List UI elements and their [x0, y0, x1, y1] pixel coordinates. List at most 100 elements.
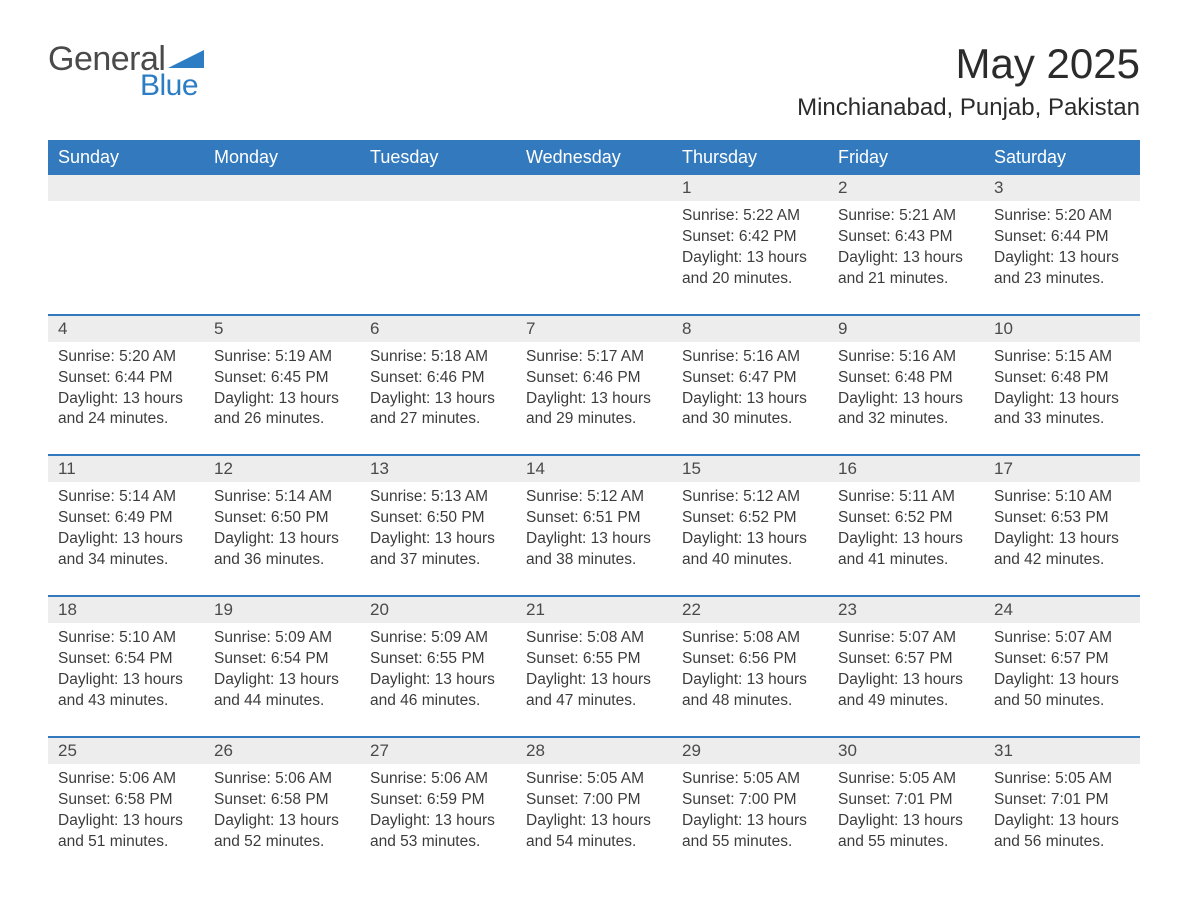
calendar-day-cell: 14Sunrise: 5:12 AMSunset: 6:51 PMDayligh…	[516, 455, 672, 596]
day-details: Sunrise: 5:06 AMSunset: 6:58 PMDaylight:…	[48, 764, 204, 877]
day-number: 24	[984, 597, 1140, 623]
logo: General Blue	[48, 40, 204, 103]
day-details: Sunrise: 5:14 AMSunset: 6:50 PMDaylight:…	[204, 482, 360, 595]
day-details	[48, 201, 204, 309]
day-details: Sunrise: 5:19 AMSunset: 6:45 PMDaylight:…	[204, 342, 360, 455]
calendar-day-cell: 9Sunrise: 5:16 AMSunset: 6:48 PMDaylight…	[828, 315, 984, 456]
calendar-day-cell: 22Sunrise: 5:08 AMSunset: 6:56 PMDayligh…	[672, 596, 828, 737]
calendar-day-cell: 12Sunrise: 5:14 AMSunset: 6:50 PMDayligh…	[204, 455, 360, 596]
day-number: 22	[672, 597, 828, 623]
weekday-header: Tuesday	[360, 140, 516, 175]
calendar-day-cell: 5Sunrise: 5:19 AMSunset: 6:45 PMDaylight…	[204, 315, 360, 456]
calendar-day-cell	[516, 175, 672, 315]
day-number: 6	[360, 316, 516, 342]
day-details: Sunrise: 5:07 AMSunset: 6:57 PMDaylight:…	[984, 623, 1140, 736]
day-details: Sunrise: 5:06 AMSunset: 6:58 PMDaylight:…	[204, 764, 360, 877]
day-details: Sunrise: 5:20 AMSunset: 6:44 PMDaylight:…	[984, 201, 1140, 314]
day-details: Sunrise: 5:16 AMSunset: 6:48 PMDaylight:…	[828, 342, 984, 455]
day-number: 14	[516, 456, 672, 482]
calendar-day-cell: 16Sunrise: 5:11 AMSunset: 6:52 PMDayligh…	[828, 455, 984, 596]
day-details: Sunrise: 5:06 AMSunset: 6:59 PMDaylight:…	[360, 764, 516, 877]
weekday-header: Saturday	[984, 140, 1140, 175]
calendar-day-cell: 28Sunrise: 5:05 AMSunset: 7:00 PMDayligh…	[516, 737, 672, 877]
calendar-day-cell: 7Sunrise: 5:17 AMSunset: 6:46 PMDaylight…	[516, 315, 672, 456]
calendar-day-cell: 4Sunrise: 5:20 AMSunset: 6:44 PMDaylight…	[48, 315, 204, 456]
day-details: Sunrise: 5:14 AMSunset: 6:49 PMDaylight:…	[48, 482, 204, 595]
calendar-day-cell: 8Sunrise: 5:16 AMSunset: 6:47 PMDaylight…	[672, 315, 828, 456]
weekday-header: Sunday	[48, 140, 204, 175]
day-number: 2	[828, 175, 984, 201]
calendar-day-cell: 21Sunrise: 5:08 AMSunset: 6:55 PMDayligh…	[516, 596, 672, 737]
day-number: 7	[516, 316, 672, 342]
calendar-day-cell	[48, 175, 204, 315]
calendar-week-row: 18Sunrise: 5:10 AMSunset: 6:54 PMDayligh…	[48, 596, 1140, 737]
day-details: Sunrise: 5:08 AMSunset: 6:56 PMDaylight:…	[672, 623, 828, 736]
day-number: 31	[984, 738, 1140, 764]
calendar-day-cell: 24Sunrise: 5:07 AMSunset: 6:57 PMDayligh…	[984, 596, 1140, 737]
weekday-header: Friday	[828, 140, 984, 175]
day-details: Sunrise: 5:12 AMSunset: 6:51 PMDaylight:…	[516, 482, 672, 595]
calendar-header-row: SundayMondayTuesdayWednesdayThursdayFrid…	[48, 140, 1140, 175]
day-details: Sunrise: 5:17 AMSunset: 6:46 PMDaylight:…	[516, 342, 672, 455]
calendar-week-row: 1Sunrise: 5:22 AMSunset: 6:42 PMDaylight…	[48, 175, 1140, 315]
day-details	[204, 201, 360, 309]
day-details: Sunrise: 5:16 AMSunset: 6:47 PMDaylight:…	[672, 342, 828, 455]
day-number: 1	[672, 175, 828, 201]
calendar-body: 1Sunrise: 5:22 AMSunset: 6:42 PMDaylight…	[48, 175, 1140, 876]
day-details: Sunrise: 5:21 AMSunset: 6:43 PMDaylight:…	[828, 201, 984, 314]
calendar-day-cell	[204, 175, 360, 315]
day-number: 29	[672, 738, 828, 764]
day-details: Sunrise: 5:12 AMSunset: 6:52 PMDaylight:…	[672, 482, 828, 595]
day-details: Sunrise: 5:05 AMSunset: 7:01 PMDaylight:…	[984, 764, 1140, 877]
calendar-day-cell: 30Sunrise: 5:05 AMSunset: 7:01 PMDayligh…	[828, 737, 984, 877]
day-details: Sunrise: 5:09 AMSunset: 6:54 PMDaylight:…	[204, 623, 360, 736]
day-number: 26	[204, 738, 360, 764]
day-number: 8	[672, 316, 828, 342]
day-number: 23	[828, 597, 984, 623]
day-number: 27	[360, 738, 516, 764]
day-details: Sunrise: 5:20 AMSunset: 6:44 PMDaylight:…	[48, 342, 204, 455]
day-details: Sunrise: 5:13 AMSunset: 6:50 PMDaylight:…	[360, 482, 516, 595]
calendar-day-cell: 1Sunrise: 5:22 AMSunset: 6:42 PMDaylight…	[672, 175, 828, 315]
day-number: 9	[828, 316, 984, 342]
calendar-day-cell	[360, 175, 516, 315]
day-details: Sunrise: 5:22 AMSunset: 6:42 PMDaylight:…	[672, 201, 828, 314]
day-details: Sunrise: 5:10 AMSunset: 6:53 PMDaylight:…	[984, 482, 1140, 595]
day-number	[360, 175, 516, 201]
day-number: 10	[984, 316, 1140, 342]
location-subtitle: Minchianabad, Punjab, Pakistan	[797, 94, 1140, 122]
calendar-day-cell: 27Sunrise: 5:06 AMSunset: 6:59 PMDayligh…	[360, 737, 516, 877]
day-number	[516, 175, 672, 201]
day-number	[48, 175, 204, 201]
day-number: 11	[48, 456, 204, 482]
calendar-day-cell: 13Sunrise: 5:13 AMSunset: 6:50 PMDayligh…	[360, 455, 516, 596]
calendar-day-cell: 2Sunrise: 5:21 AMSunset: 6:43 PMDaylight…	[828, 175, 984, 315]
day-details: Sunrise: 5:05 AMSunset: 7:01 PMDaylight:…	[828, 764, 984, 877]
page-header: General Blue May 2025 Minchianabad, Punj…	[48, 40, 1140, 122]
day-number: 5	[204, 316, 360, 342]
calendar-day-cell: 31Sunrise: 5:05 AMSunset: 7:01 PMDayligh…	[984, 737, 1140, 877]
calendar-day-cell: 29Sunrise: 5:05 AMSunset: 7:00 PMDayligh…	[672, 737, 828, 877]
day-number: 16	[828, 456, 984, 482]
calendar-day-cell: 3Sunrise: 5:20 AMSunset: 6:44 PMDaylight…	[984, 175, 1140, 315]
logo-text-blue: Blue	[140, 69, 198, 103]
day-number: 25	[48, 738, 204, 764]
calendar-day-cell: 10Sunrise: 5:15 AMSunset: 6:48 PMDayligh…	[984, 315, 1140, 456]
calendar-week-row: 11Sunrise: 5:14 AMSunset: 6:49 PMDayligh…	[48, 455, 1140, 596]
calendar-day-cell: 23Sunrise: 5:07 AMSunset: 6:57 PMDayligh…	[828, 596, 984, 737]
day-number: 13	[360, 456, 516, 482]
day-number: 12	[204, 456, 360, 482]
weekday-header: Thursday	[672, 140, 828, 175]
day-number	[204, 175, 360, 201]
calendar-day-cell: 20Sunrise: 5:09 AMSunset: 6:55 PMDayligh…	[360, 596, 516, 737]
calendar-day-cell: 6Sunrise: 5:18 AMSunset: 6:46 PMDaylight…	[360, 315, 516, 456]
day-details: Sunrise: 5:15 AMSunset: 6:48 PMDaylight:…	[984, 342, 1140, 455]
day-details: Sunrise: 5:10 AMSunset: 6:54 PMDaylight:…	[48, 623, 204, 736]
day-number: 21	[516, 597, 672, 623]
day-details: Sunrise: 5:05 AMSunset: 7:00 PMDaylight:…	[516, 764, 672, 877]
day-number: 18	[48, 597, 204, 623]
calendar-day-cell: 19Sunrise: 5:09 AMSunset: 6:54 PMDayligh…	[204, 596, 360, 737]
calendar-week-row: 4Sunrise: 5:20 AMSunset: 6:44 PMDaylight…	[48, 315, 1140, 456]
day-details: Sunrise: 5:11 AMSunset: 6:52 PMDaylight:…	[828, 482, 984, 595]
day-number: 28	[516, 738, 672, 764]
